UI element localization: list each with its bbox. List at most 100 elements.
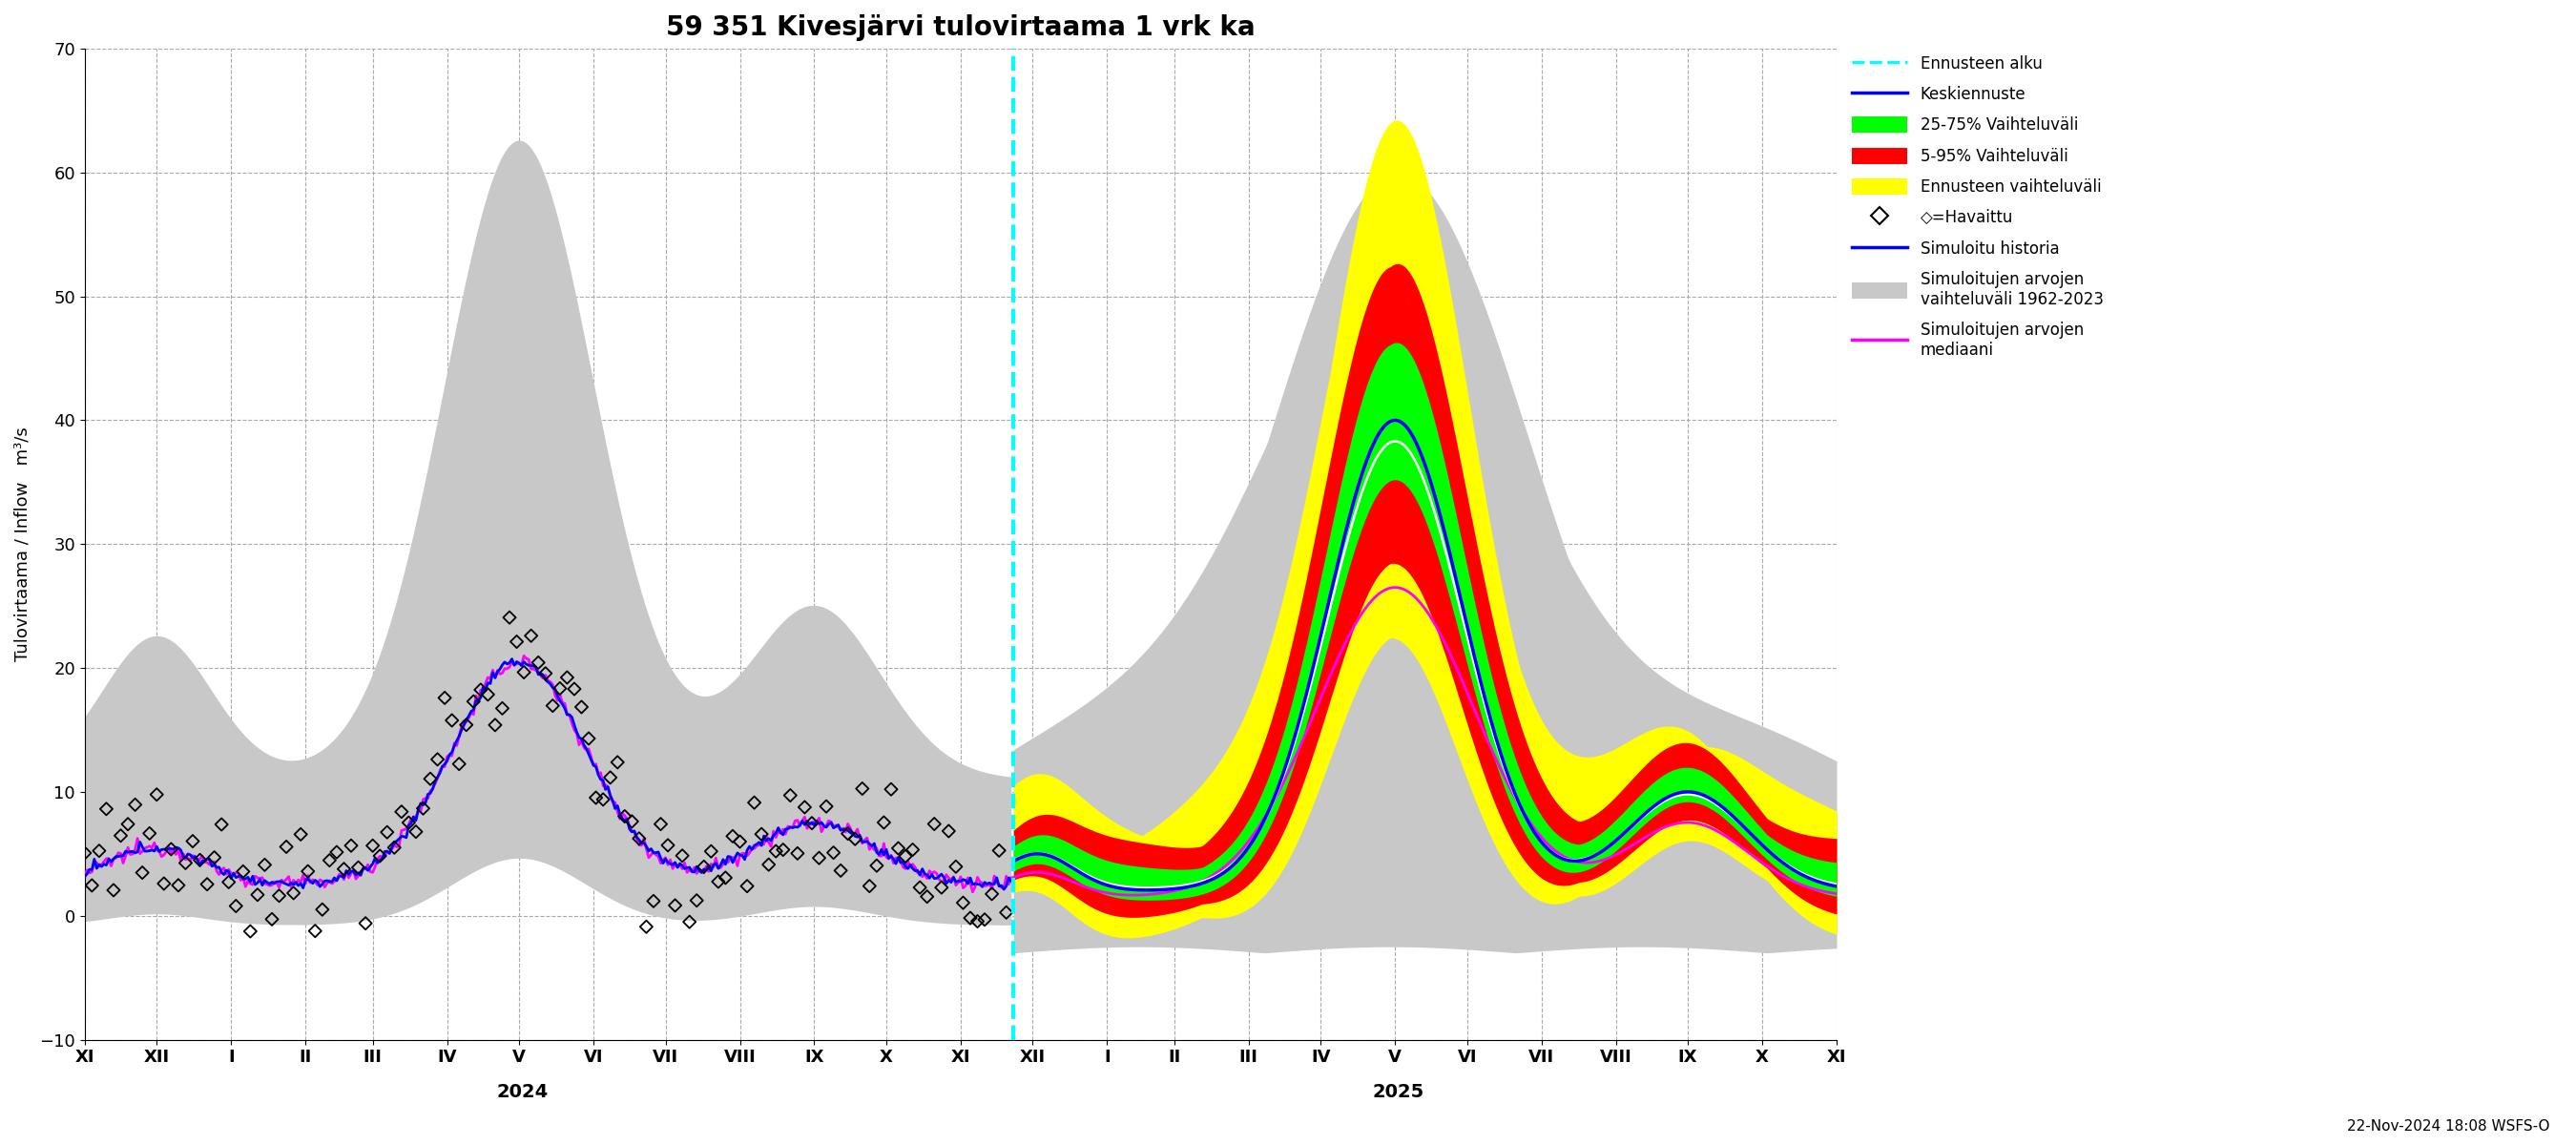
Point: [582, 790, 623, 808]
Point: [762, 840, 804, 859]
Point: [618, 829, 659, 847]
Point: [855, 856, 896, 875]
Point: [265, 838, 307, 856]
Point: [863, 813, 904, 831]
Point: [165, 854, 206, 872]
Point: [920, 878, 961, 897]
Point: [554, 680, 595, 698]
Point: [281, 826, 322, 844]
Point: [394, 822, 435, 840]
Point: [482, 700, 523, 718]
Point: [546, 669, 587, 687]
Point: [330, 837, 371, 855]
Point: [108, 815, 149, 834]
Point: [935, 858, 976, 876]
Point: [489, 608, 531, 626]
Point: [417, 750, 459, 768]
Point: [647, 836, 688, 854]
Point: [245, 855, 286, 874]
Point: [850, 877, 891, 895]
Text: 22-Nov-2024 18:08 WSFS-O: 22-Nov-2024 18:08 WSFS-O: [2347, 1120, 2550, 1134]
Point: [987, 903, 1028, 922]
Point: [611, 812, 652, 830]
Point: [835, 830, 876, 848]
Point: [229, 922, 270, 940]
Point: [886, 847, 927, 866]
Point: [201, 815, 242, 834]
Point: [309, 851, 350, 869]
Point: [662, 846, 703, 864]
Point: [670, 913, 711, 931]
Point: [453, 693, 495, 711]
Point: [590, 768, 631, 787]
Point: [113, 796, 155, 814]
Point: [891, 840, 933, 859]
Point: [258, 886, 299, 905]
Point: [410, 769, 451, 788]
Point: [289, 862, 330, 881]
Point: [185, 875, 227, 893]
Point: [899, 878, 940, 897]
Point: [353, 837, 394, 855]
Point: [72, 876, 113, 894]
Point: [562, 697, 603, 716]
Point: [216, 897, 258, 915]
Point: [518, 654, 559, 672]
Point: [502, 663, 544, 681]
Point: [755, 842, 796, 860]
Point: [907, 887, 948, 906]
Point: [497, 632, 538, 650]
Title: 59 351 Kivesjärvi tulovirtaama 1 vrk ka: 59 351 Kivesjärvi tulovirtaama 1 vrk ka: [667, 14, 1255, 41]
Point: [639, 815, 680, 834]
Point: [711, 827, 752, 845]
Point: [438, 755, 479, 773]
Point: [526, 664, 567, 682]
Point: [675, 891, 716, 909]
Point: [366, 823, 407, 842]
Point: [791, 814, 832, 832]
Point: [927, 822, 969, 840]
Point: [943, 893, 984, 911]
Point: [237, 885, 278, 903]
Point: [654, 897, 696, 915]
Point: [374, 838, 415, 856]
Point: [605, 807, 647, 826]
Point: [971, 885, 1012, 903]
Point: [706, 869, 747, 887]
Point: [93, 881, 134, 899]
Point: [381, 803, 422, 821]
Point: [64, 844, 106, 862]
Point: [569, 729, 611, 748]
Point: [683, 858, 724, 876]
Point: [301, 900, 343, 918]
Point: [149, 840, 191, 859]
Point: [446, 716, 487, 734]
Point: [819, 861, 860, 879]
Point: [222, 862, 263, 881]
Point: [871, 780, 912, 798]
Point: [742, 826, 783, 844]
Point: [878, 839, 920, 858]
Point: [325, 860, 366, 878]
Point: [345, 914, 386, 932]
Point: [129, 824, 170, 843]
Y-axis label: Tulovirtaama / Inflow   m³/s: Tulovirtaama / Inflow m³/s: [15, 427, 31, 662]
Point: [173, 832, 214, 851]
Point: [747, 855, 788, 874]
Legend: Ennusteen alku, Keskiennuste, 25-75% Vaihteluväli, 5-95% Vaihteluväli, Ennusteen: Ennusteen alku, Keskiennuste, 25-75% Vai…: [1844, 48, 2110, 365]
Point: [914, 815, 956, 834]
Point: [538, 679, 580, 697]
Point: [252, 910, 294, 929]
Point: [827, 824, 868, 843]
Point: [510, 626, 551, 645]
Point: [77, 842, 118, 860]
Point: [137, 785, 178, 804]
Point: [806, 797, 848, 815]
Point: [951, 909, 992, 927]
Point: [85, 800, 126, 819]
Point: [690, 843, 732, 861]
Point: [963, 910, 1005, 929]
Point: [466, 686, 507, 704]
Point: [634, 892, 675, 910]
Point: [770, 787, 811, 805]
